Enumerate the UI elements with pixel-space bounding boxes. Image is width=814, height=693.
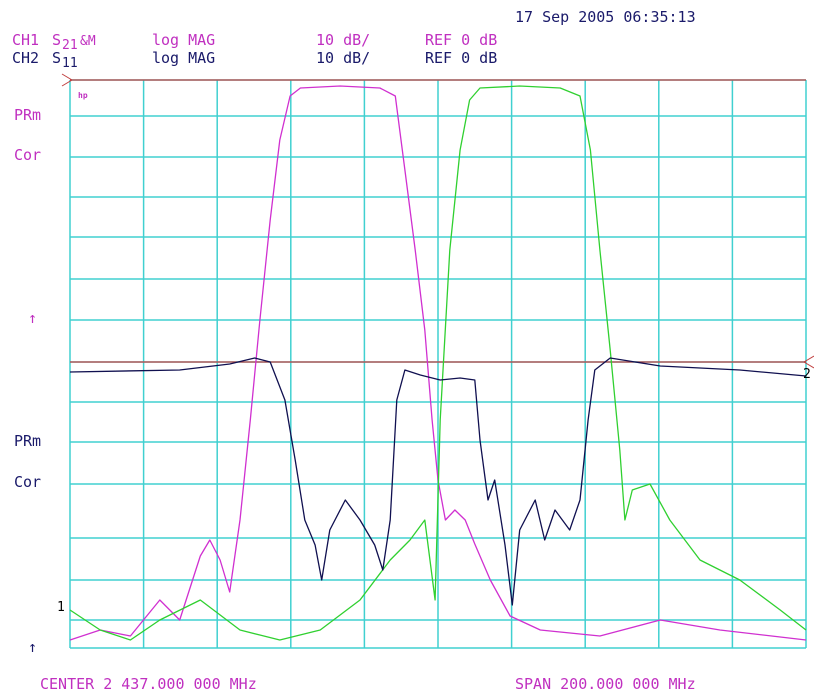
parameter-subscript: 21 <box>62 38 78 53</box>
scale: 10 dB/ <box>316 49 370 67</box>
traces <box>69 85 807 641</box>
reference: REF 0 dB <box>425 31 497 49</box>
parameter-subscript: 11 <box>62 56 78 71</box>
graticule <box>69 79 807 649</box>
timestamp: 17 Sep 2005 06:35:13 <box>515 8 696 26</box>
trace <box>69 85 807 641</box>
reference: REF 0 dB <box>425 49 497 67</box>
ref-marker: 2 <box>803 367 811 382</box>
center-frequency: CENTER 2 437.000 000 MHz <box>40 675 257 693</box>
ch2-reference-pointer <box>803 355 814 369</box>
format: log MAG <box>152 49 215 67</box>
ref-marker: 1 <box>57 600 65 615</box>
ch1-annotation: PRm <box>14 106 41 124</box>
parameter: S <box>52 49 61 67</box>
span-frequency: SPAN 200.000 000 MHz <box>515 675 696 693</box>
channel-label: CH2 <box>12 49 39 67</box>
scale: 10 dB/ <box>316 31 370 49</box>
ch1-reference-pointer <box>61 73 73 87</box>
channel-label: CH1 <box>12 31 39 49</box>
parameter: S <box>52 31 61 49</box>
ch1-annotation: ↑ <box>28 309 37 327</box>
format: log MAG <box>152 31 215 49</box>
memory-flag: &M <box>80 34 96 49</box>
ch2-annotation: Cor <box>14 473 41 491</box>
trace <box>69 357 807 606</box>
hp-logo: hp <box>78 91 88 100</box>
trace <box>69 85 807 641</box>
ch2-annotation: ↑ <box>28 638 37 656</box>
ch2-annotation: PRm <box>14 432 41 450</box>
ch1-annotation: Cor <box>14 146 41 164</box>
channel-header: CH1 S 21 &M log MAG 10 dB/REF 0 dB CH2 S 11 log M… <box>12 31 497 71</box>
